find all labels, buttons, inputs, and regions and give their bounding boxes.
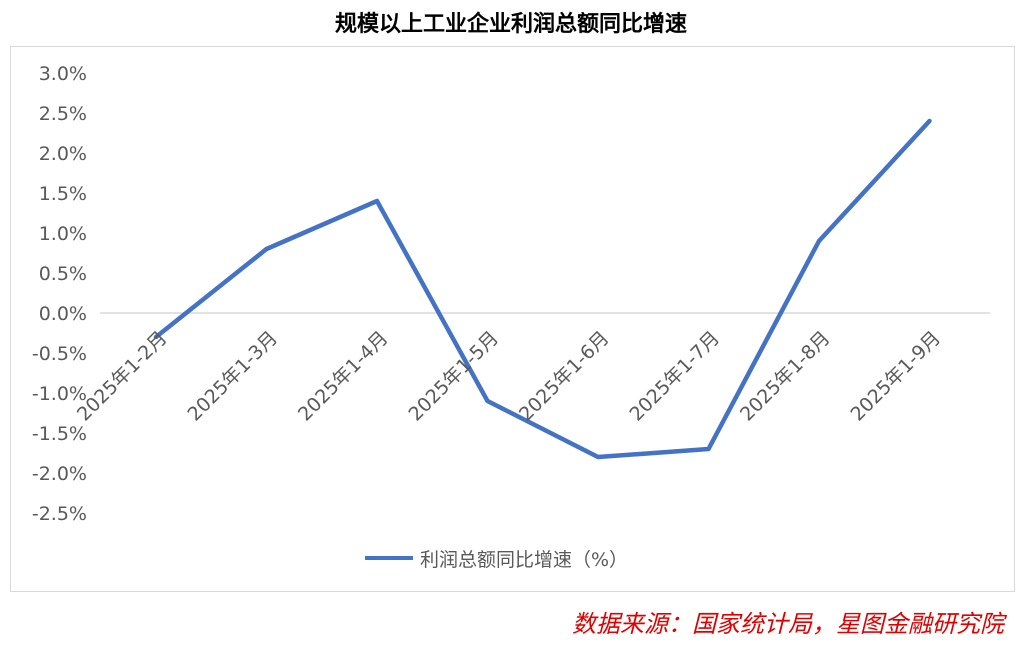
data-point [706, 447, 711, 451]
chart-title: 规模以上工业企业利润总额同比增速 [334, 12, 687, 37]
x-tick-label: 2025年1-9月 [846, 327, 945, 426]
data-point [817, 239, 821, 243]
x-tick-label: 2025年1-7月 [625, 327, 724, 426]
data-point [485, 399, 490, 403]
x-tick-label: 2025年1-8月 [736, 327, 835, 426]
y-tick-label: -0.5% [32, 343, 87, 365]
source-note: 数据来源：国家统计局，星图金融研究院 [572, 610, 1004, 638]
legend-label: 利润总额同比增速（%） [420, 549, 628, 571]
y-tick-label: -2.5% [32, 503, 87, 525]
x-tick-label: 2025年1-4月 [294, 327, 393, 426]
y-tick-label: 3.0% [39, 63, 87, 85]
y-tick-label: 0.0% [39, 303, 87, 325]
y-tick-label: -1.5% [32, 423, 87, 445]
data-point [927, 119, 932, 123]
y-tick-label: -2.0% [32, 463, 87, 485]
y-axis-ticks: 3.0% 2.5% 2.0% 1.5% 1.0% 0.5% 0.0% -0.5% -1.0% -1… [32, 63, 87, 525]
y-tick-label: 2.0% [39, 143, 87, 165]
data-point [154, 335, 158, 339]
y-tick-label: 1.0% [39, 223, 87, 245]
y-tick-label: 0.5% [39, 263, 87, 285]
legend: 利润总额同比增速（%） [365, 549, 628, 571]
data-point [375, 199, 379, 203]
y-tick-label: 1.5% [39, 183, 87, 205]
x-tick-label: 2025年1-6月 [515, 327, 614, 426]
y-tick-label: 2.5% [39, 103, 87, 125]
series-layer [153, 118, 932, 460]
x-tick-label: 2025年1-3月 [183, 327, 282, 426]
y-tick-label: -1.0% [32, 383, 87, 405]
plot-area-frame [10, 46, 1015, 592]
data-point [264, 247, 269, 251]
series-line [153, 118, 932, 460]
data-point [596, 455, 600, 459]
x-tick-label: 2025年1-2月 [73, 327, 172, 426]
line-chart: 3.0% 2.5% 2.0% 1.5% 1.0% 0.5% 0.0% -0.5% -1.0% -1… [32, 63, 990, 571]
